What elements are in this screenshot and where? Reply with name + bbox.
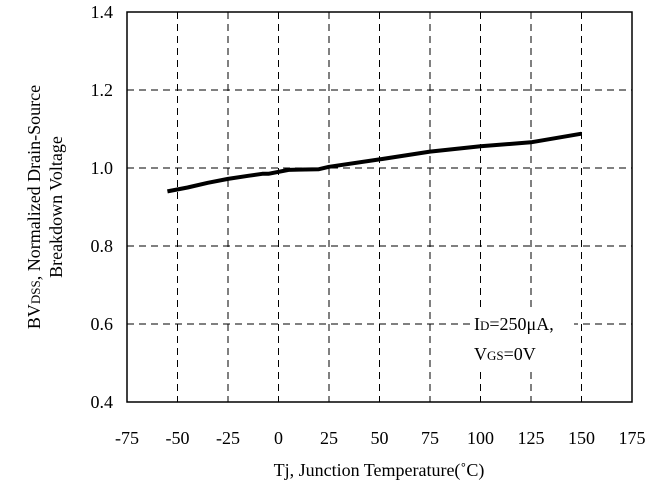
y-axis-title-line1: BVDSS, Normalized Drain-Source	[24, 85, 44, 329]
y-tick-label: 1.4	[91, 2, 114, 22]
x-tick-label: 75	[421, 428, 439, 448]
x-axis-title: Tj, Junction Temperature(˚C)	[274, 460, 485, 481]
plot-area-frame	[126, 11, 633, 403]
x-tick-labels: -75 -50 -25 0 25 50 75 100 125 150 175	[115, 428, 646, 448]
x-tick-label: 50	[371, 428, 389, 448]
annotation-line2: VGS=0V	[474, 344, 536, 364]
x-tick-label: 150	[568, 428, 595, 448]
x-tick-label: 100	[467, 428, 494, 448]
x-tick-label: -50	[166, 428, 190, 448]
x-tick-label: 25	[320, 428, 338, 448]
test-condition-annotation: ID=250μA, VGS=0V	[470, 312, 574, 370]
annotation-line1: ID=250μA,	[474, 314, 554, 334]
x-tick-label: 0	[274, 428, 283, 448]
x-tick-label: -25	[216, 428, 240, 448]
series-layer	[167, 131, 582, 194]
y-axis-title-line2: Breakdown Voltage	[46, 136, 66, 278]
y-tick-label: 0.8	[91, 236, 114, 256]
y-tick-labels: 0.4 0.6 0.8 1.0 1.2 1.4	[91, 2, 114, 412]
y-tick-label: 1.0	[91, 158, 114, 178]
x-tick-label: 175	[619, 428, 646, 448]
series-line	[167, 131, 582, 194]
y-tick-label: 0.4	[91, 392, 114, 412]
x-tick-label: -75	[115, 428, 139, 448]
y-tick-label: 1.2	[91, 80, 114, 100]
x-tick-label: 125	[518, 428, 545, 448]
y-axis-title: BVDSS, Normalized Drain-Source Breakdown…	[24, 85, 66, 329]
y-tick-label: 0.6	[91, 314, 114, 334]
